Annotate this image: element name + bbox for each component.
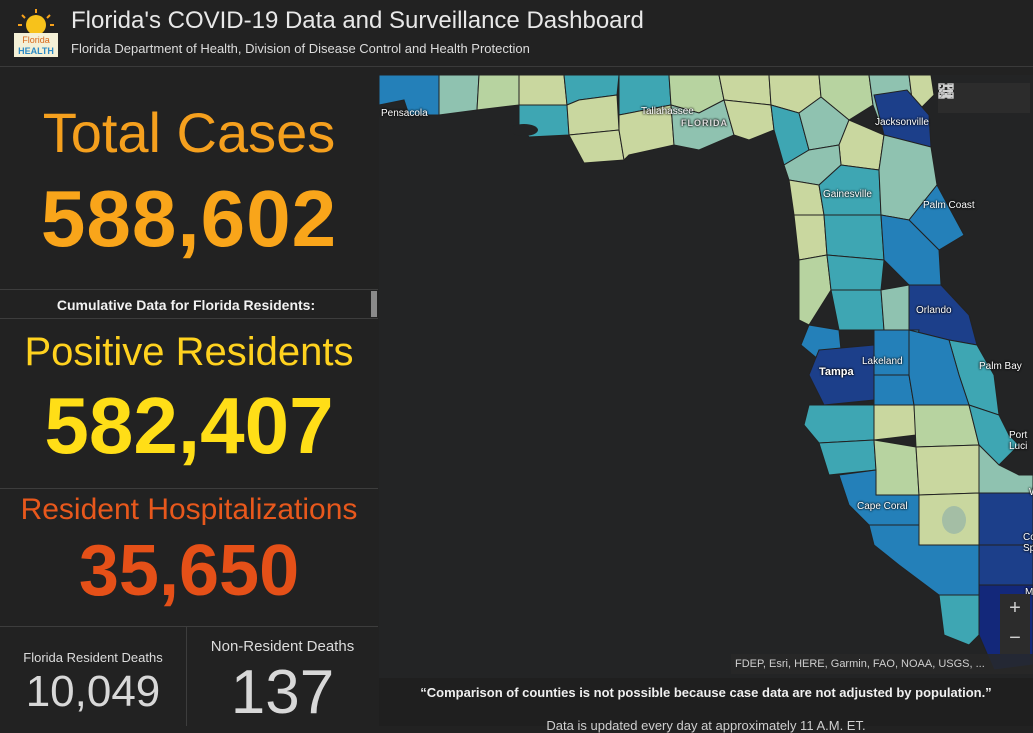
positive-residents-label: Positive Residents [24, 330, 354, 374]
zoom-controls: + − [1000, 594, 1030, 654]
county-shape [873, 374, 915, 406]
divider [0, 488, 378, 489]
county-shape [818, 439, 877, 476]
county-shape [476, 75, 520, 111]
positive-residents-value: 582,407 [44, 381, 334, 470]
scrollbar[interactable] [371, 291, 377, 317]
svg-text:HEALTH: HEALTH [18, 46, 54, 56]
city-label: Jacksonville [875, 117, 929, 128]
page-subtitle: Florida Department of Health, Division o… [71, 41, 530, 56]
non-resident-deaths-value: 137 [230, 658, 335, 726]
dashboard-header: Florida HEALTH Florida's COVID-19 Data a… [0, 0, 1033, 67]
grid-icon[interactable] [938, 83, 1026, 109]
divider [0, 318, 378, 319]
city-label: M [1025, 587, 1033, 598]
city-label: Port Luci [1009, 430, 1028, 452]
county-shape [823, 214, 885, 261]
florida-health-logo: Florida HEALTH [14, 7, 58, 57]
city-label: W [1029, 487, 1033, 498]
cumulative-label: Cumulative Data for Florida Residents: [56, 297, 316, 313]
county-shape [938, 594, 980, 646]
divider [186, 626, 187, 726]
city-label: Gainesville [823, 189, 872, 200]
county-shape [873, 404, 917, 441]
map-footer: “Comparison of counties is not possible … [379, 678, 1033, 733]
florida-deaths-label: Florida Resident Deaths [23, 650, 163, 665]
county-shape [913, 404, 980, 448]
county-shape [978, 492, 1033, 546]
divider [0, 626, 378, 627]
page-title: Florida's COVID-19 Data and Surveillance… [71, 7, 644, 34]
city-label: Cape Coral [857, 501, 908, 512]
florida-choropleth[interactable] [379, 75, 1033, 678]
county-shape [808, 344, 875, 406]
county-shape [723, 99, 775, 141]
county-map[interactable]: Pensacola Tallahassee FLORIDA Jacksonvil… [379, 75, 1033, 678]
non-resident-deaths-label: Non-Resident Deaths [210, 638, 355, 655]
map-toolbar [938, 83, 1030, 113]
comparison-note: “Comparison of counties is not possible … [420, 685, 992, 700]
county-shape [568, 129, 625, 164]
hospitalizations-value: 35,650 [78, 531, 300, 611]
divider [0, 289, 378, 290]
svg-text:Florida: Florida [22, 35, 50, 45]
county-shape [798, 254, 832, 326]
city-label: Palm Coast [923, 200, 975, 211]
city-label: Tampa [819, 366, 854, 378]
county-shape [566, 94, 620, 136]
county-shape [438, 75, 480, 116]
map-attribution[interactable]: FDEP, Esri, HERE, Garmin, FAO, NOAA, USG… [731, 654, 1033, 674]
city-label: Tallahassee [641, 106, 694, 117]
state-label: FLORIDA [681, 118, 728, 128]
county-shape [978, 544, 1033, 586]
county-shape [826, 254, 885, 291]
zoom-in-button[interactable]: + [1009, 597, 1021, 619]
county-shape [830, 289, 885, 331]
county-shape [379, 75, 440, 116]
county-shape [803, 404, 875, 444]
city-label: Lakeland [862, 356, 903, 367]
county-shape [915, 444, 980, 496]
total-cases-value: 588,602 [40, 174, 338, 263]
city-label: Co Spr [1023, 532, 1033, 554]
county-shape [793, 214, 828, 261]
county-shape [873, 89, 932, 148]
county-shape [880, 284, 910, 331]
city-label: Orlando [916, 305, 952, 316]
city-label: Pensacola [381, 108, 428, 119]
list-icon[interactable] [939, 85, 995, 109]
total-cases-label: Total Cases [42, 101, 336, 164]
county-shape [873, 439, 920, 496]
florida-deaths-value: 10,049 [25, 667, 161, 716]
city-label: Palm Bay [979, 361, 1022, 372]
hospitalizations-label: Resident Hospitalizations [20, 493, 358, 526]
county-shape [818, 75, 874, 121]
stats-panel: Total Cases 588,602 Cumulative Data for … [0, 75, 378, 726]
county-shape [518, 75, 568, 106]
zoom-out-button[interactable]: − [1009, 627, 1021, 649]
